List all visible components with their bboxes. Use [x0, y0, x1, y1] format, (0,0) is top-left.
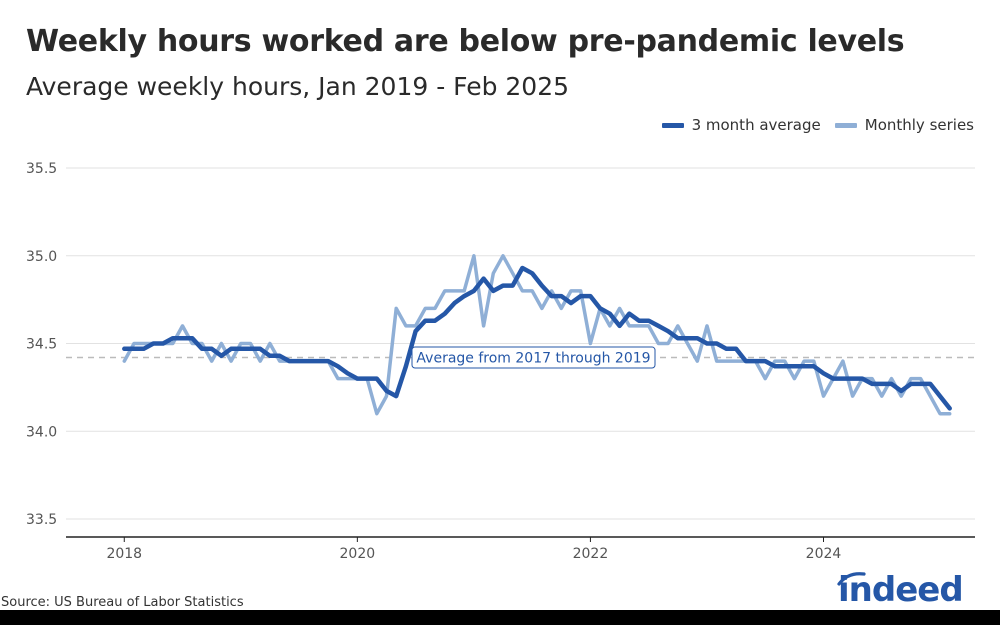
- y-tick-label: 35.5: [26, 161, 57, 177]
- legend-swatch-monthly-series: [834, 122, 857, 128]
- chart-title: Weekly hours worked are below pre-pandem…: [26, 24, 905, 59]
- reference-label-box: [411, 346, 656, 369]
- grid-layer: [66, 167, 975, 520]
- y-tick-label: 34.5: [26, 337, 57, 353]
- source-note: Source: US Bureau of Labor Statistics: [1, 595, 244, 610]
- legend-item-3-month-average: 3 month average: [661, 116, 821, 134]
- series-line-3-month-average: [122, 265, 952, 411]
- y-tick-label: 35.0: [26, 249, 57, 265]
- legend-item-monthly-series: Monthly series: [834, 116, 974, 134]
- bottom-bar: [0, 610, 1000, 625]
- x-tick-label: 2018: [106, 546, 142, 562]
- legend-swatch-3-month-average: [661, 122, 684, 128]
- annotation-layer: Average from 2017 through 2019: [411, 346, 656, 369]
- x-tick-label: 2024: [806, 546, 842, 562]
- reference-label: Average from 2017 through 2019: [416, 351, 650, 367]
- x-tick-label: 2020: [340, 546, 376, 562]
- legend-label-monthly-series: Monthly series: [864, 116, 974, 134]
- x-tick-label: 2022: [573, 546, 609, 562]
- series-layer: [122, 254, 952, 416]
- indeed-logo: indeed: [838, 570, 964, 610]
- chart-subtitle: Average weekly hours, Jan 2019 - Feb 202…: [26, 72, 570, 101]
- legend: 3 month average Monthly series: [648, 116, 974, 134]
- axis-layer: 35.5 35.0 34.5 34.0 33.5 2018 2020 2022 2024: [26, 161, 975, 562]
- legend-label-3-month-average: 3 month average: [691, 116, 821, 134]
- y-tick-label: 33.5: [26, 512, 57, 528]
- y-tick-label: 34.0: [26, 424, 57, 440]
- indeed-logo-arc: [837, 572, 866, 586]
- series-line-monthly-series: [122, 254, 952, 416]
